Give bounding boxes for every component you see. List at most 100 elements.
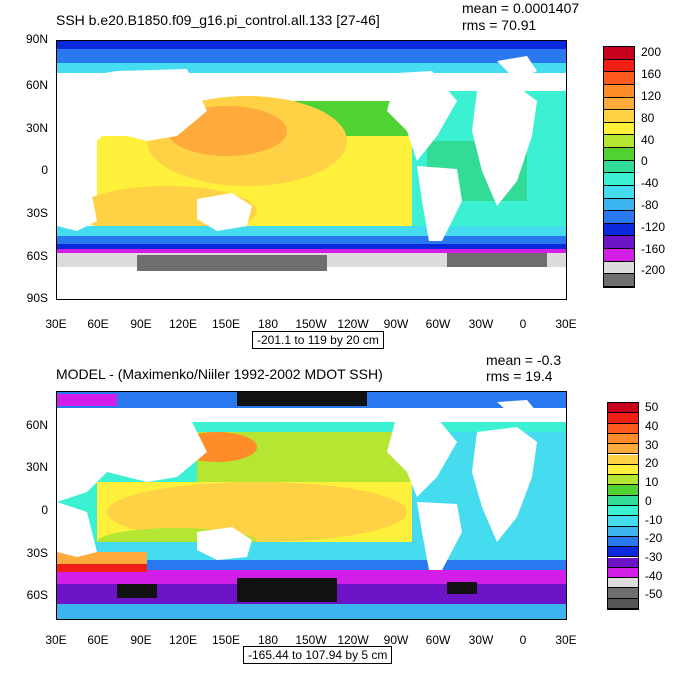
colorbar-swatch	[608, 516, 638, 527]
lon-label: 60W	[425, 633, 451, 647]
colorbar-label: -30	[645, 549, 663, 564]
difference-map	[56, 391, 567, 620]
colorbar-swatch	[608, 495, 638, 506]
colorbar-swatch	[604, 84, 634, 98]
lon-label: 180	[257, 317, 279, 331]
lon-label: 30E	[45, 317, 67, 331]
colorbar-swatch	[604, 47, 634, 60]
colorbar-swatch	[608, 475, 638, 486]
colorbar-swatch	[608, 464, 638, 476]
colorbar-swatch	[604, 72, 634, 85]
colorbar-swatch	[608, 588, 638, 599]
colorbar-swatch	[604, 211, 634, 224]
colorbar-label: -160	[641, 241, 666, 256]
lon-label: 90E	[130, 633, 152, 647]
colorbar-label: 120	[641, 88, 662, 103]
colorbar-swatch	[608, 423, 638, 434]
lon-label: 90W	[383, 317, 409, 331]
lon-label: 120W	[337, 317, 369, 331]
lon-label: 30W	[468, 317, 494, 331]
lon-label: 60E	[87, 633, 109, 647]
mean-value: mean = -0.3	[486, 352, 562, 368]
lon-label: 60E	[87, 317, 109, 331]
colorbar-label: 160	[641, 67, 662, 82]
lat-label: 90N	[25, 32, 48, 46]
colorbar-label: -200	[641, 263, 666, 278]
colorbar-label: 0	[641, 154, 648, 169]
colorbar-swatch	[608, 557, 638, 568]
lon-label: 30W	[468, 633, 494, 647]
colorbar-swatch	[604, 261, 634, 275]
colorbar-swatch	[604, 110, 634, 123]
lat-label: 30S	[26, 206, 48, 220]
colorbar-label: 30	[645, 437, 659, 452]
colorbar-swatch	[608, 536, 638, 548]
colorbar-swatch	[608, 547, 638, 558]
lon-label: 120W	[337, 633, 369, 647]
colorbar-swatch	[608, 578, 638, 589]
colorbar	[603, 46, 635, 288]
colorbar-swatch	[604, 97, 634, 111]
lon-label: 150E	[211, 317, 241, 331]
lat-label: 60N	[25, 78, 48, 92]
colorbar-label: -50	[645, 587, 663, 602]
lon-label: 30E	[45, 633, 67, 647]
colorbar-label: 80	[641, 110, 655, 125]
colorbar-label: 50	[645, 400, 659, 415]
colorbar-label: 10	[645, 475, 659, 490]
colorbar-swatch	[604, 249, 634, 262]
lat-label: 60S	[26, 249, 48, 263]
colorbar-swatch	[604, 148, 634, 161]
colorbar-swatch	[604, 122, 634, 136]
mean-value: mean = 0.0001407	[462, 0, 580, 16]
lat-label: 90S	[26, 291, 48, 305]
colorbar-swatch	[608, 485, 638, 496]
colorbar-swatch	[604, 198, 634, 212]
lon-label: 150W	[295, 633, 327, 647]
lon-label: 120E	[168, 633, 198, 647]
rms-value: rms = 70.91	[462, 17, 537, 33]
lon-label: 0	[519, 317, 527, 331]
lon-label: 90W	[383, 633, 409, 647]
colorbar-label: -10	[645, 512, 663, 527]
colorbar-label: -40	[645, 568, 663, 583]
colorbar-swatch	[604, 274, 634, 287]
colorbar-label: 40	[645, 418, 659, 433]
lon-label: 150W	[295, 317, 327, 331]
colorbar-label: 40	[641, 132, 655, 147]
colorbar-label: -80	[641, 198, 659, 213]
lon-label: 0	[519, 633, 527, 647]
colorbar-swatch	[608, 567, 638, 579]
colorbar-swatch	[604, 160, 634, 174]
rms-value: rms = 19.4	[486, 368, 553, 384]
colorbar-swatch	[604, 59, 634, 73]
colorbar	[607, 402, 639, 610]
lat-label: 60N	[25, 418, 48, 432]
lon-label: 60W	[425, 317, 451, 331]
colorbar-label: -20	[645, 531, 663, 546]
colorbar-swatch	[608, 526, 638, 537]
lat-label: 30N	[25, 460, 48, 474]
lon-label: 180	[257, 633, 279, 647]
colorbar-swatch	[608, 454, 638, 465]
difference-map-graphic	[57, 392, 566, 619]
ssh-map	[56, 40, 567, 300]
colorbar-label: -40	[641, 176, 659, 191]
colorbar-swatch	[604, 173, 634, 186]
colorbar-swatch	[608, 433, 638, 445]
lat-label: 0	[41, 503, 48, 517]
panel-title: MODEL - (Maximenko/Niiler 1992-2002 MDOT…	[56, 366, 383, 382]
ssh-panel: SSH b.e20.B1850.f09_g16.pi_control.all.1…	[25, 0, 666, 349]
colorbar-swatch	[608, 403, 638, 414]
lat-label: 0	[41, 163, 48, 177]
colorbar-label: 0	[645, 493, 652, 508]
model-minus-obs-panel: MODEL - (Maximenko/Niiler 1992-2002 MDOT…	[0, 350, 700, 700]
colorbar-swatch	[608, 413, 638, 424]
colorbar-swatch	[604, 236, 634, 250]
lon-label: 150E	[211, 633, 241, 647]
lat-label: 30S	[26, 546, 48, 560]
colorbar-label: 20	[645, 456, 659, 471]
colorbar-swatch	[608, 598, 638, 609]
colorbar-swatch	[604, 223, 634, 237]
colorbar-label: 200	[641, 45, 662, 60]
